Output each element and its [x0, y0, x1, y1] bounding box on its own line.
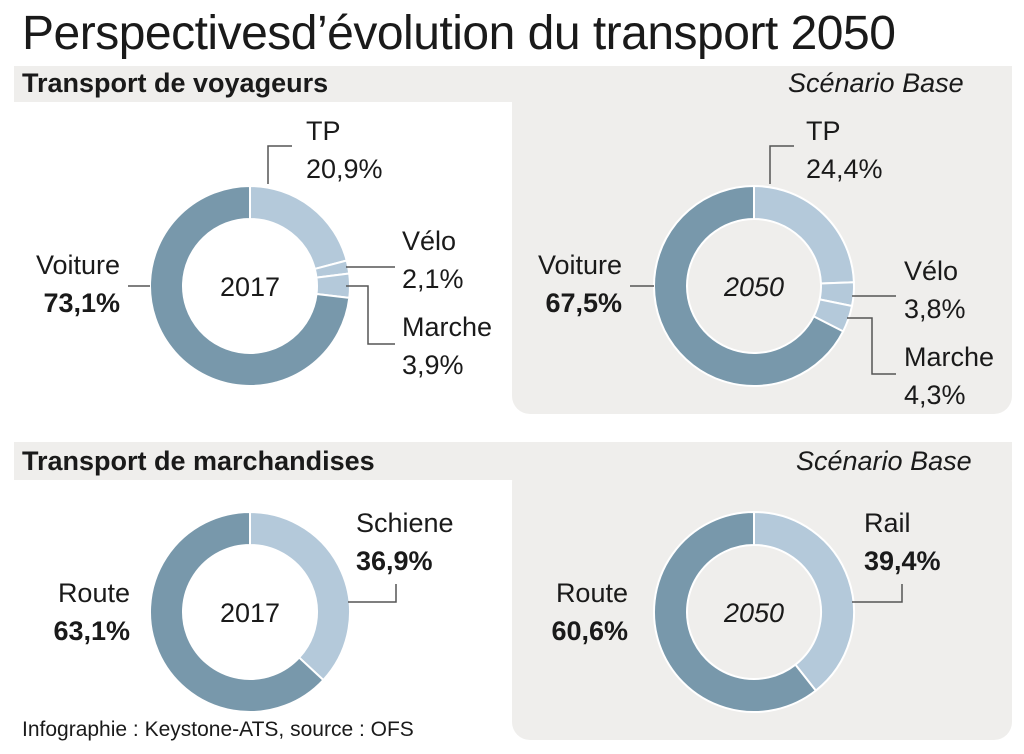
- category-label-route-transport-de-marchandises-2050: Route: [556, 578, 628, 608]
- value-label-marche-transport-de-voyageurs-2017: 3,9%: [402, 350, 464, 380]
- category-label-rail-transport-de-marchandises-2050: Rail: [864, 508, 911, 538]
- page-title: Perspectivesd’évolution du transport 205…: [22, 7, 896, 60]
- value-label-schiene-transport-de-marchandises-2017: 36,9%: [356, 546, 433, 576]
- slice-tp-transport-de-voyageurs-2050: [753, 184, 855, 285]
- center-year-transport-de-voyageurs-2050: 2050: [723, 272, 784, 302]
- slice-schiene-transport-de-marchandises-2017: [249, 510, 351, 682]
- value-label-route-transport-de-marchandises-2050: 60,6%: [551, 616, 628, 646]
- category-label-velo-transport-de-voyageurs-2050: Vélo: [904, 256, 958, 286]
- category-label-velo-transport-de-voyageurs-2017: Vélo: [402, 226, 456, 256]
- category-label-voiture-transport-de-voyageurs-2050: Voiture: [538, 250, 622, 280]
- category-label-marche-transport-de-voyageurs-2050: Marche: [904, 342, 994, 372]
- value-label-marche-transport-de-voyageurs-2050: 4,3%: [904, 380, 966, 410]
- section-heading-marchandises: Transport de marchandises: [22, 446, 375, 476]
- category-label-tp-transport-de-voyageurs-2050: TP: [806, 116, 841, 146]
- slice-voiture-transport-de-voyageurs-2017: [149, 184, 351, 387]
- value-label-route-transport-de-marchandises-2017: 63,1%: [53, 616, 130, 646]
- section-heading-voyageurs: Transport de voyageurs: [22, 68, 329, 98]
- leader-line-marche-transport-de-voyageurs-2050: [847, 317, 896, 375]
- leader-line-schiene-transport-de-marchandises-2017: [348, 584, 397, 603]
- category-label-marche-transport-de-voyageurs-2017: Marche: [402, 312, 492, 342]
- category-label-route-transport-de-marchandises-2017: Route: [58, 578, 130, 608]
- value-label-voiture-transport-de-voyageurs-2050: 67,5%: [545, 288, 622, 318]
- scenario-label-voyageurs: Scénario Base: [788, 68, 964, 98]
- center-year-transport-de-marchandises-2017: 2017: [220, 598, 280, 628]
- leader-line-tp-transport-de-voyageurs-2017: [267, 145, 292, 184]
- leader-line-rail-transport-de-marchandises-2050: [852, 584, 903, 603]
- category-label-voiture-transport-de-voyageurs-2017: Voiture: [36, 250, 120, 280]
- slice-rail-transport-de-marchandises-2050: [753, 510, 855, 693]
- slice-tp-transport-de-voyageurs-2017: [249, 184, 348, 271]
- slice-route-transport-de-marchandises-2050: [653, 510, 818, 713]
- center-year-transport-de-voyageurs-2017: 2017: [220, 272, 280, 302]
- category-label-schiene-transport-de-marchandises-2017: Schiene: [356, 508, 454, 538]
- category-label-tp-transport-de-voyageurs-2017: TP: [306, 116, 341, 146]
- footer-credit: Infographie : Keystone-ATS, source : OFS: [22, 718, 414, 741]
- value-label-voiture-transport-de-voyageurs-2017: 73,1%: [43, 288, 120, 318]
- value-label-rail-transport-de-marchandises-2050: 39,4%: [864, 546, 941, 576]
- center-year-transport-de-marchandises-2050: 2050: [723, 598, 784, 628]
- scenario-label-marchandises: Scénario Base: [796, 446, 972, 476]
- value-label-tp-transport-de-voyageurs-2050: 24,4%: [806, 154, 883, 184]
- slice-voiture-transport-de-voyageurs-2050: [653, 184, 845, 387]
- value-label-velo-transport-de-voyageurs-2017: 2,1%: [402, 264, 464, 294]
- panel-voyageurs-2017: [14, 102, 512, 142]
- leader-line-marche-transport-de-voyageurs-2017: [346, 285, 395, 345]
- value-label-velo-transport-de-voyageurs-2050: 3,8%: [904, 294, 966, 324]
- leader-line-tp-transport-de-voyageurs-2050: [769, 145, 794, 184]
- slice-route-transport-de-marchandises-2017: [149, 510, 325, 713]
- value-label-tp-transport-de-voyageurs-2017: 20,9%: [306, 154, 383, 184]
